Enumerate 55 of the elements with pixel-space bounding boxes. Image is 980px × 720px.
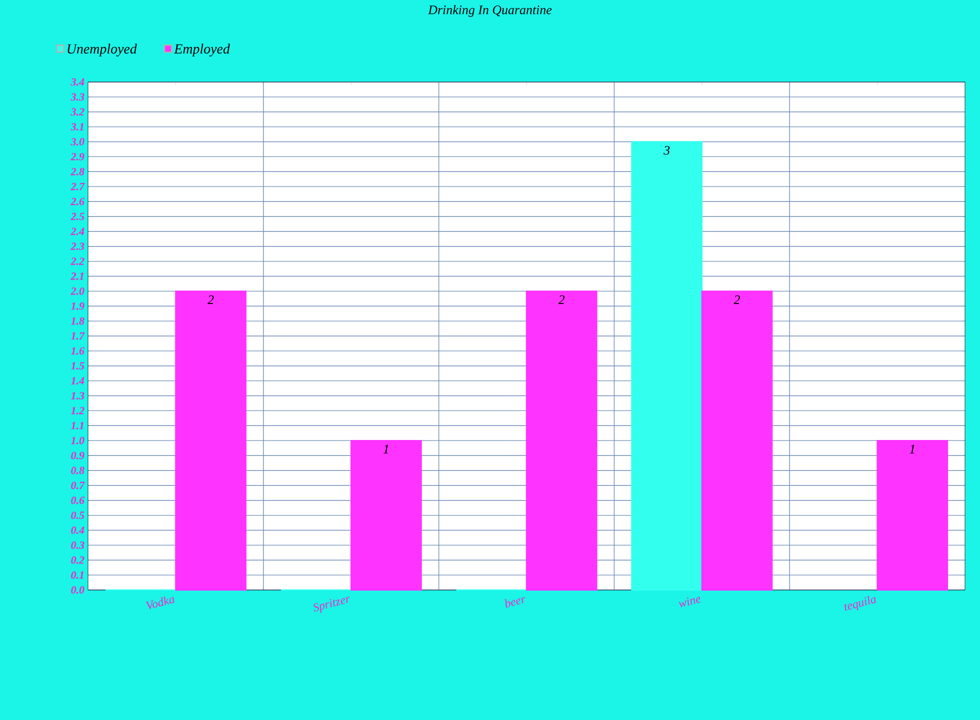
y-tick-label: 1.7 [71,332,85,340]
y-tick-label: 1.6 [71,347,84,355]
x-tick-label: Vodka [146,596,175,610]
y-tick-label: 2.5 [70,212,84,220]
bar [526,290,598,591]
y-tick-label: 1.9 [71,302,84,310]
bar [701,290,773,591]
y-tick-label: 0.6 [71,496,84,504]
y-tick-label: 1.0 [71,436,84,444]
y-tick-label: 0.4 [71,526,84,534]
data-label: 2 [734,295,740,304]
y-tick-label: 1.3 [71,392,84,400]
y-tick-label: 0.1 [71,571,84,579]
legend-label: Unemployed [68,44,137,56]
y-tick-label: 0.0 [71,586,84,594]
data-label: 3 [664,146,670,155]
bar [175,290,246,591]
x-tick-label: beer [504,596,525,608]
x-tick-label: wine [678,596,701,608]
y-tick-label: 3.4 [70,78,84,86]
x-tick-label: Spritzer [314,596,350,613]
chart-title: Drinking In Quarantine [428,5,552,17]
data-label: 1 [910,444,914,454]
y-tick-label: 3.1 [70,123,84,131]
legend-label: Employed [174,44,230,56]
y-tick-label: 3.3 [70,93,84,101]
y-tick-label: 1.1 [71,422,84,430]
y-tick-label: 2.7 [70,182,85,190]
y-tick-label: 0.9 [71,452,84,460]
y-tick-label: 0.5 [71,512,84,520]
y-tick-label: 2.4 [70,228,84,236]
y-tick-label: 0.2 [71,556,84,564]
y-tick-label: 2.1 [70,272,84,280]
y-tick-label: 1.2 [71,407,84,414]
bar [631,141,703,591]
y-tick-label: 2.9 [70,153,84,160]
y-tick-label: 0.3 [71,541,84,549]
y-tick-label: 0.7 [71,482,85,490]
y-tick-label: 2.8 [70,168,84,176]
y-tick-label: 1.5 [71,362,84,370]
y-tick-label: 2.2 [70,258,84,265]
data-label: 2 [558,295,565,304]
y-tick-label: 2.6 [70,198,84,206]
y-tick-label: 3.2 [70,108,84,116]
data-label: 2 [208,295,214,304]
bar [876,440,948,591]
y-tick-label: 2.3 [70,242,84,250]
bar [350,440,422,591]
y-tick-label: 1.8 [71,317,84,325]
y-tick-label: 3.0 [70,138,84,146]
data-label: 1 [383,444,388,454]
y-tick-label: 2.0 [70,287,84,295]
y-tick-label: 0.8 [71,466,84,474]
x-tick-label: tequila [844,596,876,611]
y-tick-label: 1.4 [71,377,84,385]
